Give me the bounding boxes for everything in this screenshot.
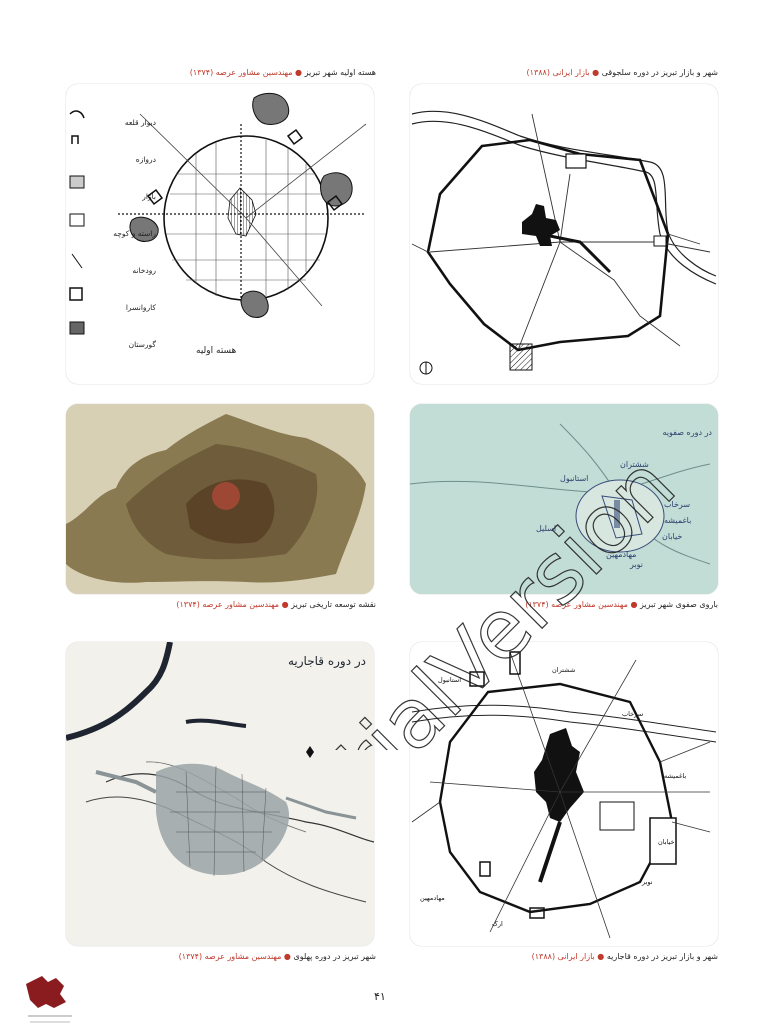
caption-title: شهر و بازار تبریز در دوره سلجوقی bbox=[601, 68, 718, 77]
pahlavi-map-panel: در دوره قاجاریه bbox=[66, 642, 374, 946]
safavid-map-label: باغمیشه bbox=[664, 516, 692, 525]
caption-title: شهر تبریز در دوره پهلوی bbox=[293, 952, 376, 961]
safavid-map-label: مهادمهین bbox=[606, 550, 637, 559]
caption-pahlavi: شهر تبریز در دوره پهلوی ● مهندسین مشاور … bbox=[178, 952, 376, 961]
seljuk-map bbox=[411, 110, 717, 375]
legend-item: گورستان bbox=[128, 340, 156, 349]
legend-item: راسته و کوچه bbox=[113, 229, 156, 238]
qajar-map-label: سرخاب bbox=[622, 710, 644, 718]
safavid-map-label: اسلیل bbox=[536, 524, 557, 533]
safavid-map-title: در دوره صفویه bbox=[662, 428, 712, 437]
safavid-map-label: نوبر bbox=[630, 560, 643, 569]
qajar-map-label: نوبر bbox=[642, 878, 653, 886]
legend-item: دروازه bbox=[135, 155, 156, 164]
caption-qajar: شهر و بازار تبریز در دوره قاجاریه ● بازا… bbox=[531, 952, 718, 961]
qajar-map bbox=[411, 651, 717, 939]
caption-title: هسته اولیه شهر تبریز bbox=[304, 68, 376, 77]
caption-source: مهندسین مشاور عرصه (۱۳۷۴) bbox=[525, 600, 628, 609]
caption-title: شهر و بازار تبریز در دوره قاجاریه bbox=[606, 952, 718, 961]
nucleus-map-caption: هسته اولیه bbox=[196, 346, 237, 356]
safavid-map-label: استانبول bbox=[560, 474, 589, 483]
expansion-map bbox=[66, 404, 374, 594]
page-number: ۴۱ bbox=[374, 990, 386, 1003]
caption-title: باروی صفوی شهر تبریز bbox=[639, 600, 718, 609]
caption-source: مهندسین مشاور عرصه (۱۳۷۴) bbox=[178, 952, 282, 961]
safavid-map-panel: در دوره صفویه ششتران استانبول سرخاب باغم… bbox=[410, 404, 718, 594]
qajar-map-label: استانبول bbox=[438, 676, 462, 684]
nucleus-map-panel: دیوار قلعه دروازه بازار راسته و کوچه رود… bbox=[66, 84, 374, 384]
safavid-map-label: خیابان bbox=[662, 532, 683, 541]
publisher-logo bbox=[26, 976, 72, 1023]
legend-item: دیوار قلعه bbox=[124, 118, 156, 127]
caption-title: نقشه توسعه تاریخی تبریز bbox=[291, 600, 376, 609]
caption-source: بازار ایرانی (۱۳۸۸) bbox=[531, 952, 595, 961]
caption-safavid: باروی صفوی شهر تبریز ● مهندسین مشاور عرص… bbox=[525, 600, 718, 609]
pahlavi-map bbox=[66, 642, 374, 946]
legend-item: بازار bbox=[142, 192, 156, 201]
safavid-map-label: ششتران bbox=[620, 460, 649, 469]
nucleus-legend: دیوار قلعه دروازه بازار راسته و کوچه رود… bbox=[96, 104, 156, 363]
caption-source: بازار ایرانی (۱۳۸۸) bbox=[526, 68, 590, 77]
safavid-map-label: سرخاب bbox=[664, 500, 691, 509]
qajar-map-label: باغمیشه bbox=[664, 772, 687, 780]
expansion-map-panel bbox=[66, 404, 374, 594]
qajar-map-label: خیابان bbox=[658, 838, 675, 846]
pahlavi-map-title: در دوره قاجاریه bbox=[287, 654, 366, 668]
qajar-map-label: ششتران bbox=[552, 666, 576, 674]
safavid-map bbox=[410, 404, 718, 594]
legend-item: رودخانه bbox=[132, 266, 156, 275]
nucleus-map bbox=[69, 92, 367, 335]
caption-expansion: نقشه توسعه تاریخی تبریز ● مهندسین مشاور … bbox=[176, 600, 376, 609]
legend-item: کاروانسرا bbox=[125, 303, 156, 312]
caption-nucleus: هسته اولیه شهر تبریز ● مهندسین مشاور عرص… bbox=[189, 68, 376, 77]
seljuk-map-panel bbox=[410, 84, 718, 384]
qajar-map-label: مهادمهین bbox=[420, 894, 445, 902]
caption-source: مهندسین مشاور عرصه (۱۳۷۴) bbox=[176, 600, 280, 609]
qajar-map-panel: ششتران استانبول سرخاب باغمیشه خیابان نوب… bbox=[410, 642, 718, 946]
caption-source: مهندسین مشاور عرصه (۱۳۷۴) bbox=[189, 68, 293, 77]
qajar-map-label: ارک bbox=[492, 920, 503, 928]
caption-seljuk: شهر و بازار تبریز در دوره سلجوقی ● بازار… bbox=[526, 68, 718, 77]
